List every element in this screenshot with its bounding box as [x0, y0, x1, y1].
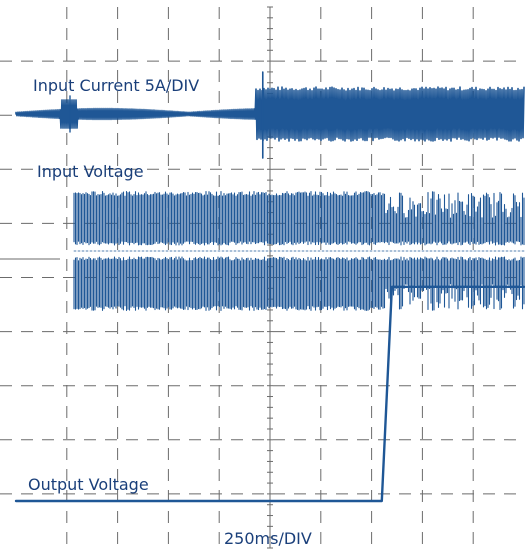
- input-current-trace: [15, 86, 525, 142]
- input-current-label: Input Current 5A/DIV: [33, 76, 199, 95]
- traces: [14, 71, 525, 503]
- output-voltage-trace: [14, 285, 525, 503]
- input-voltage-trace: [73, 190, 525, 312]
- input-voltage-label: Input Voltage: [37, 162, 144, 181]
- output-voltage-label: Output Voltage: [28, 475, 149, 494]
- timebase-label: 250ms/DIV: [224, 529, 312, 548]
